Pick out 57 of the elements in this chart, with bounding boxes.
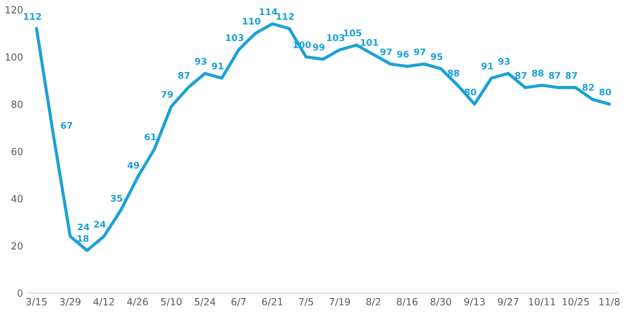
x-tick-label: 4/26	[127, 298, 148, 306]
data-label: 49	[128, 162, 140, 169]
y-tick-label: 20	[12, 242, 23, 250]
y-tick-label: 80	[12, 100, 23, 108]
x-tick-label: 9/13	[464, 298, 485, 306]
y-tick-label: 40	[11, 195, 23, 202]
data-label: 88	[532, 70, 544, 77]
x-tick-label: 3/15	[26, 298, 47, 306]
data-label: 110	[242, 18, 260, 25]
x-tick-label: 10/25	[562, 298, 589, 306]
x-tick-label: 8/2	[366, 298, 380, 306]
x-tick-label: 6/7	[232, 298, 246, 306]
data-label: 93	[498, 58, 510, 65]
data-label: 93	[195, 58, 206, 65]
x-tick-label: 7/5	[299, 298, 314, 306]
y-tick-label: 100	[6, 53, 23, 61]
data-label: 87	[548, 72, 560, 79]
x-tick-label: 7/19	[330, 298, 350, 306]
y-tick-label: 120	[6, 6, 23, 14]
data-label: 67	[60, 122, 72, 129]
data-label: 114	[260, 8, 278, 16]
data-label: 97	[414, 48, 426, 56]
y-tick-label: 60	[12, 148, 23, 156]
data-label: 99	[312, 44, 324, 51]
x-tick-label: 8/16	[396, 298, 418, 306]
data-label: 91	[212, 62, 224, 70]
x-tick-label: 11/8	[599, 298, 620, 306]
data-label: 24	[78, 224, 90, 230]
data-label: 101	[360, 39, 378, 46]
data-label: 105	[344, 30, 362, 36]
y-tick-label: 0	[18, 290, 23, 297]
data-label: 80	[599, 88, 612, 96]
data-label: 18	[78, 234, 89, 242]
data-label: 112	[24, 13, 41, 20]
data-label: 87	[515, 72, 526, 79]
data-label: 103	[327, 34, 344, 42]
x-tick-label: 3/29	[60, 298, 80, 306]
x-tick-label: 5/24	[194, 298, 216, 306]
x-tick-label: 8/30	[430, 298, 452, 306]
data-label: 112	[276, 13, 294, 20]
x-tick-label: 4/12	[93, 298, 114, 306]
data-label: 95	[430, 53, 442, 60]
x-tick-label: 9/27	[498, 298, 518, 306]
data-label: 24	[94, 220, 106, 228]
data-label: 97	[380, 48, 392, 56]
data-label: 96	[397, 50, 409, 58]
data-label: 87	[566, 72, 578, 79]
data-label: 103	[226, 34, 244, 42]
x-tick-label: 6/21	[262, 298, 282, 306]
x-tick-label: 5/10	[161, 298, 182, 306]
data-label: 79	[161, 90, 173, 98]
data-label: 87	[178, 72, 190, 79]
data-label: 91	[481, 62, 493, 70]
data-label: 61	[144, 133, 156, 140]
x-tick-label: 10/11	[529, 298, 556, 306]
data-label: 35	[110, 194, 122, 202]
data-label: 82	[582, 84, 594, 91]
